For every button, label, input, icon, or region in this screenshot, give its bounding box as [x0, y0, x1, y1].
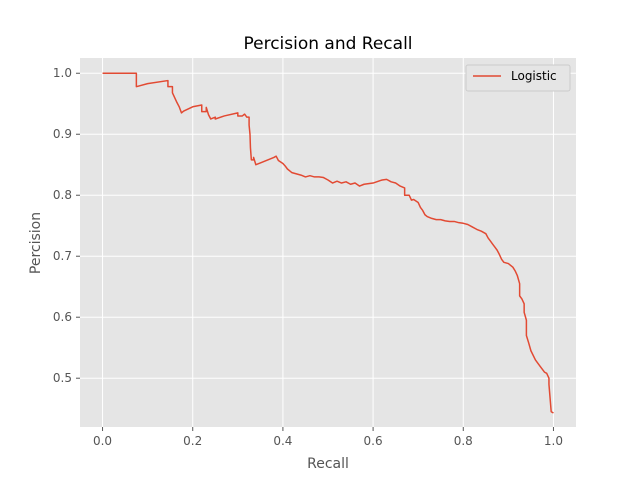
grid [80, 58, 576, 427]
legend-label: Logistic [511, 69, 557, 83]
series-line-logistic [102, 72, 554, 414]
x-tick-label: 0.8 [454, 434, 473, 448]
legend: Logistic [465, 64, 571, 92]
series-layer [102, 72, 554, 414]
legend-box [465, 64, 571, 92]
y-axis-ticks: 0.5 0.6 0.7 0.8 0.9 1.0 [53, 66, 80, 385]
y-tick-label: 0.7 [53, 249, 72, 263]
y-tick-label: 0.9 [53, 127, 72, 141]
chart-title: Percision and Recall [243, 34, 412, 54]
x-tick-label: 0.0 [93, 434, 112, 448]
y-tick-label: 1.0 [53, 66, 72, 80]
x-tick-label: 0.4 [273, 434, 292, 448]
y-tick-label: 0.5 [53, 371, 72, 385]
x-tick-label: 0.6 [364, 434, 383, 448]
y-tick-label: 0.8 [53, 188, 72, 202]
plot-area [80, 58, 576, 427]
x-axis-ticks: 0.0 0.2 0.4 0.6 0.8 1.0 [93, 427, 563, 448]
y-tick-label: 0.6 [53, 310, 72, 324]
x-tick-label: 1.0 [544, 434, 563, 448]
x-tick-label: 0.2 [183, 434, 202, 448]
x-axis-label: Recall [307, 456, 349, 472]
y-axis-label: Percision [28, 212, 44, 274]
